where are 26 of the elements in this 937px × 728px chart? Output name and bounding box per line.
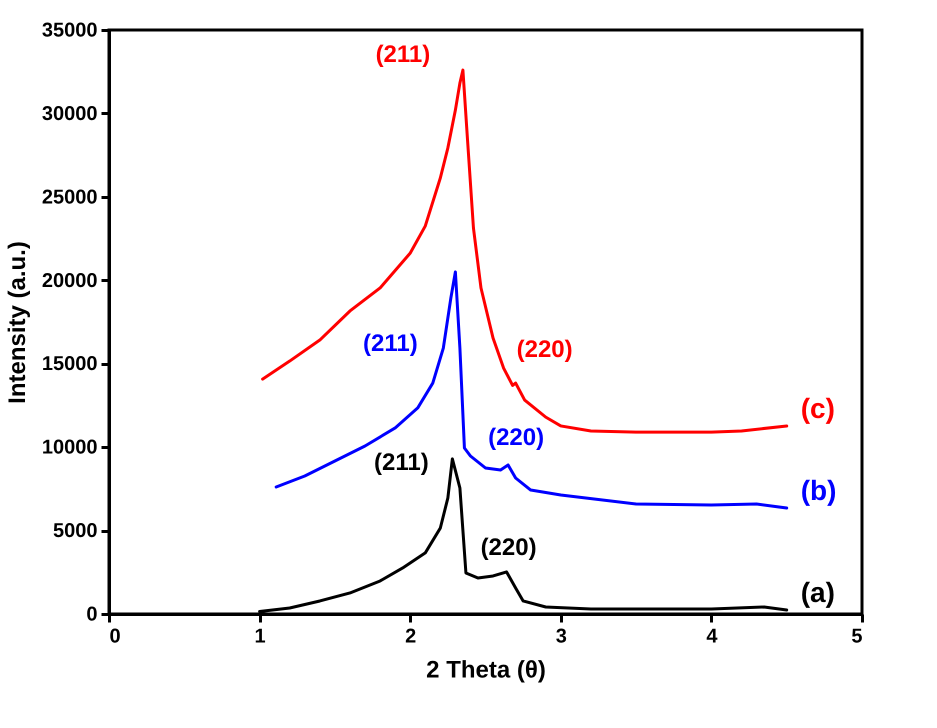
- x-tick-label: 1: [254, 626, 266, 648]
- y-tick-label: 20000: [42, 270, 98, 292]
- y-tick-label: 5000: [53, 520, 98, 542]
- y-tick-label: 10000: [42, 436, 98, 459]
- y-tick-label: 15000: [42, 353, 98, 376]
- annotation: (211): [363, 330, 418, 357]
- annotation: (211): [376, 41, 430, 68]
- x-tick-label: 3: [556, 626, 567, 648]
- x-tick-label: 2: [405, 626, 416, 648]
- annotation: (220): [488, 424, 544, 451]
- y-tick-label: 35000: [42, 20, 98, 42]
- y-tick-label: 25000: [42, 186, 98, 208]
- annotation: (220): [516, 336, 573, 364]
- x-tick-label: 5: [851, 626, 862, 648]
- annotation: (220): [480, 534, 537, 561]
- series-label: (c): [800, 392, 835, 424]
- x-axis-title: 2 Theta (θ): [426, 656, 546, 684]
- x-tick-label: 0: [110, 626, 121, 648]
- y-axis-title: Intensity (a.u.): [4, 241, 31, 404]
- x-tick-label: 4: [706, 626, 718, 648]
- y-tick-label: 0: [86, 604, 98, 626]
- line-series: [274, 270, 788, 510]
- series-label: (a): [800, 576, 835, 608]
- series-label: (b): [800, 475, 836, 506]
- y-tick-label: 30000: [42, 102, 98, 125]
- annotation: (211): [374, 448, 429, 476]
